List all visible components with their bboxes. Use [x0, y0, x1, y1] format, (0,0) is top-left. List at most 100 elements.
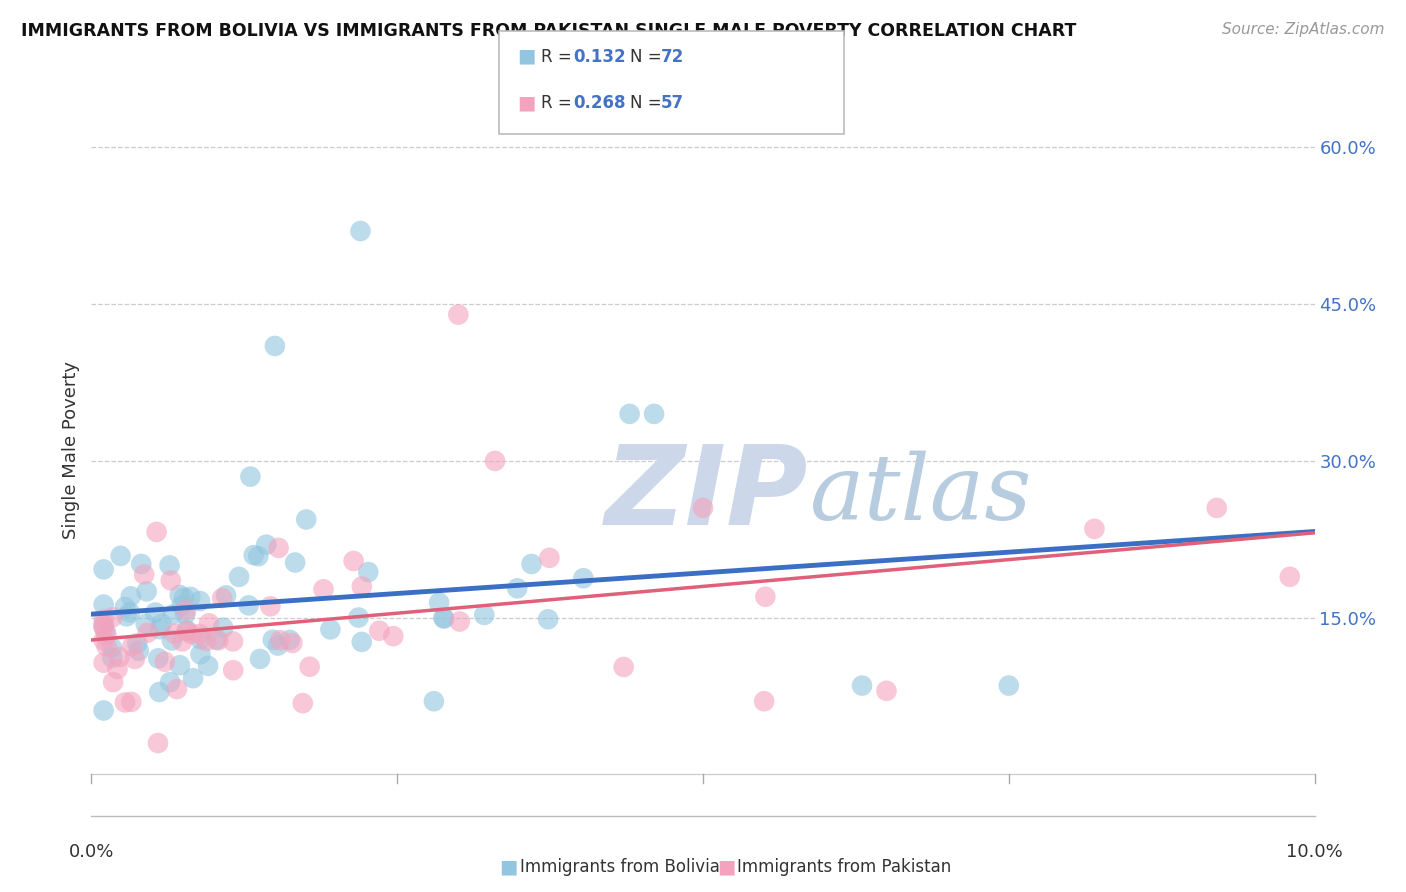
Point — [259, 599, 281, 614]
Point — [169, 658, 191, 673]
Point — [1278, 570, 1301, 584]
Text: IMMIGRANTS FROM BOLIVIA VS IMMIGRANTS FROM PAKISTAN SINGLE MALE POVERTY CORRELAT: IMMIGRANTS FROM BOLIVIA VS IMMIGRANTS FR… — [21, 22, 1077, 40]
Point — [520, 557, 543, 571]
Point — [174, 607, 197, 622]
Point — [284, 556, 307, 570]
Text: N =: N = — [630, 95, 666, 112]
Point — [135, 584, 157, 599]
Point — [754, 590, 776, 604]
Point — [382, 629, 405, 643]
Point — [159, 574, 181, 588]
Point — [121, 639, 143, 653]
Point — [160, 633, 183, 648]
Point — [228, 570, 250, 584]
Point — [181, 671, 204, 685]
Point — [368, 624, 391, 638]
Point — [120, 590, 142, 604]
Y-axis label: Single Male Poverty: Single Male Poverty — [62, 361, 80, 540]
Point — [135, 616, 157, 631]
Point — [174, 603, 197, 617]
Point — [101, 640, 124, 655]
Point — [163, 627, 186, 641]
Point — [96, 640, 118, 654]
Point — [1205, 500, 1227, 515]
Point — [145, 524, 167, 539]
Point — [180, 627, 202, 641]
Point — [150, 616, 173, 631]
Text: R =: R = — [541, 95, 578, 112]
Point — [93, 704, 115, 718]
Point — [169, 588, 191, 602]
Point — [267, 639, 290, 653]
Point — [449, 615, 471, 629]
Point — [249, 652, 271, 666]
Point — [149, 622, 172, 636]
Point — [754, 694, 776, 708]
Point — [101, 610, 124, 624]
Text: ZIP: ZIP — [605, 441, 808, 548]
Point — [127, 636, 149, 650]
Point — [179, 590, 201, 604]
Point — [269, 633, 291, 648]
Point — [173, 591, 195, 605]
Point — [242, 548, 264, 562]
Point — [176, 624, 198, 638]
Point — [124, 652, 146, 666]
Point — [118, 606, 141, 620]
Text: ■: ■ — [717, 857, 735, 877]
Point — [267, 541, 290, 555]
Point — [134, 567, 156, 582]
Point — [128, 644, 150, 658]
Text: 10.0%: 10.0% — [1286, 843, 1343, 861]
Point — [357, 565, 380, 579]
Point — [222, 663, 245, 677]
Point — [433, 611, 456, 625]
Point — [120, 695, 142, 709]
Point — [93, 619, 115, 633]
Point — [188, 632, 211, 646]
Text: Source: ZipAtlas.com: Source: ZipAtlas.com — [1222, 22, 1385, 37]
Point — [222, 634, 245, 648]
Point — [159, 675, 181, 690]
Text: 0.132: 0.132 — [574, 47, 626, 66]
Text: atlas: atlas — [810, 450, 1032, 539]
Point — [162, 607, 184, 622]
Point — [281, 636, 304, 650]
Point — [143, 606, 166, 620]
Point — [264, 339, 287, 353]
Text: Immigrants from Bolivia: Immigrants from Bolivia — [520, 858, 720, 876]
Point — [107, 662, 129, 676]
Point — [188, 594, 211, 608]
Text: ■: ■ — [499, 857, 517, 877]
Point — [136, 625, 159, 640]
Point — [205, 632, 228, 647]
Point — [484, 454, 506, 468]
Point — [110, 549, 132, 563]
Point — [538, 550, 561, 565]
Point — [347, 610, 370, 624]
Point — [423, 694, 446, 708]
Point — [170, 599, 193, 613]
Point — [188, 627, 211, 641]
Point — [537, 612, 560, 626]
Text: ■: ■ — [517, 94, 536, 112]
Point — [427, 596, 450, 610]
Point — [247, 549, 270, 564]
Point — [114, 695, 136, 709]
Point — [238, 599, 260, 613]
Point — [472, 607, 495, 622]
Point — [93, 562, 115, 576]
Point — [613, 660, 636, 674]
Point — [101, 650, 124, 665]
Point — [239, 469, 262, 483]
Point — [291, 696, 314, 710]
Point — [875, 683, 898, 698]
Point — [619, 407, 641, 421]
Text: R =: R = — [541, 47, 578, 66]
Text: 0.0%: 0.0% — [69, 843, 114, 861]
Point — [312, 582, 335, 597]
Point — [506, 582, 529, 596]
Text: Immigrants from Pakistan: Immigrants from Pakistan — [737, 858, 950, 876]
Point — [93, 621, 115, 635]
Point — [643, 407, 665, 421]
